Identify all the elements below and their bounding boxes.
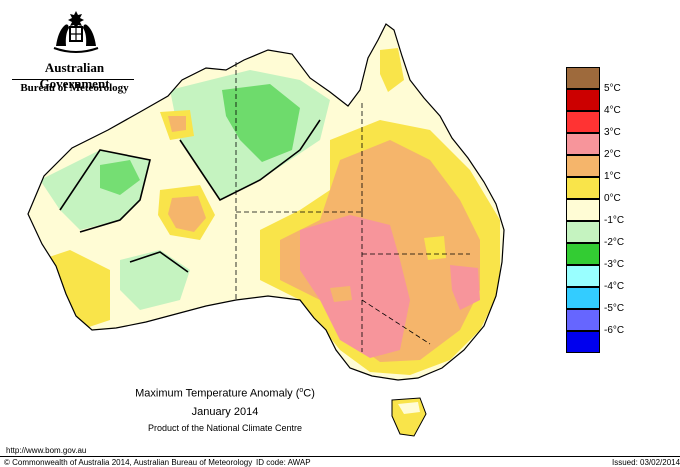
tasmania-north [398,402,420,414]
anomaly-map [27,23,505,437]
issued-date: Issued: 03/02/2014 [612,458,680,467]
legend-label: -5°C [604,303,625,314]
legend-swatch [566,331,600,353]
legend-swatch [566,111,600,133]
degree-superscript: o [299,387,304,394]
legend-swatch [566,133,600,155]
legend-swatch [566,177,600,199]
product-credit: Product of the National Climate Centre [147,423,303,433]
legend-label: 1°C [604,171,621,182]
map-period: January 2014 [191,406,259,418]
map-title: Maximum Temperature Anomaly (oC) [135,387,315,400]
legend-swatch [566,89,600,111]
legend-label: 4°C [604,105,621,116]
legend-swatch [566,243,600,265]
legend-label: 5°C [604,83,621,94]
bureau-title: Bureau of Meteorology [20,82,129,94]
legend-swatch [566,199,600,221]
legend-label: -6°C [604,325,625,336]
legend-swatch [566,309,600,331]
legend-swatch [566,287,600,309]
legend-swatch [566,155,600,177]
legend-swatch [566,67,600,89]
contour-lines [59,119,321,273]
legend-label: 3°C [604,127,621,138]
coastline [27,23,505,381]
legend-label: 2°C [604,149,621,160]
legend-swatch [566,265,600,287]
id-code-text: ID code: AWAP [256,458,311,467]
legend-label: 0°C [604,193,621,204]
legend-label: -3°C [604,259,625,270]
copyright-text: © Commonwealth of Australia 2014, Austra… [4,458,253,467]
coat-of-arms-icon [53,11,99,53]
state-borders [235,62,470,352]
bom-url-link[interactable]: http://www.bom.gov.au [6,446,87,455]
legend-swatch [566,221,600,243]
footer-divider [0,456,680,457]
legend-label: -1°C [604,215,625,226]
legend-label: -4°C [604,281,625,292]
legend-label: -2°C [604,237,625,248]
logo-divider [12,79,134,80]
